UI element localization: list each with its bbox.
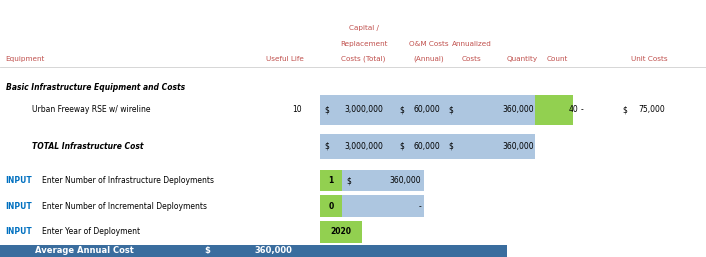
Text: 360,000: 360,000 (503, 142, 534, 151)
Text: 0: 0 (328, 202, 334, 211)
Text: Costs: Costs (462, 56, 481, 62)
Text: 60,000: 60,000 (413, 142, 440, 151)
Text: 360,000: 360,000 (254, 246, 292, 255)
FancyBboxPatch shape (320, 221, 362, 243)
Text: $: $ (448, 142, 453, 151)
Text: INPUT: INPUT (6, 227, 32, 236)
Text: Enter Number of Infrastructure Deployments: Enter Number of Infrastructure Deploymen… (42, 176, 215, 185)
Text: Basic Infrastructure Equipment and Costs: Basic Infrastructure Equipment and Costs (6, 83, 185, 92)
Text: 1: 1 (328, 176, 334, 185)
FancyBboxPatch shape (535, 95, 573, 125)
Text: 360,000: 360,000 (503, 105, 534, 114)
Text: Enter Number of Incremental Deployments: Enter Number of Incremental Deployments (42, 202, 208, 211)
Text: 2020: 2020 (330, 227, 352, 236)
Text: (Annual): (Annual) (413, 56, 444, 62)
Text: Enter Year of Deployment: Enter Year of Deployment (42, 227, 140, 236)
FancyBboxPatch shape (320, 195, 342, 217)
Text: $: $ (623, 105, 628, 114)
Text: INPUT: INPUT (6, 202, 32, 211)
Text: Quantity: Quantity (507, 56, 538, 62)
Text: Costs (Total): Costs (Total) (342, 56, 385, 62)
Text: 60,000: 60,000 (413, 105, 440, 114)
Text: $: $ (325, 142, 330, 151)
Text: Capital /: Capital / (349, 25, 378, 31)
Text: Average Annual Cost: Average Annual Cost (35, 246, 134, 255)
FancyBboxPatch shape (320, 170, 342, 191)
Text: Count: Count (547, 56, 568, 62)
Text: INPUT: INPUT (6, 176, 32, 185)
Text: Urban Freeway RSE w/ wireline: Urban Freeway RSE w/ wireline (32, 105, 150, 114)
Text: 3,000,000: 3,000,000 (345, 142, 383, 151)
Text: $: $ (399, 105, 404, 114)
Text: $: $ (205, 246, 210, 255)
Text: 40: 40 (568, 105, 578, 114)
Text: $: $ (325, 105, 330, 114)
Text: Annualized: Annualized (452, 41, 491, 47)
Text: 75,000: 75,000 (638, 105, 665, 114)
Text: -: - (581, 105, 584, 114)
Text: -: - (419, 202, 421, 211)
Text: 10: 10 (292, 105, 301, 114)
Text: TOTAL Infrastructure Cost: TOTAL Infrastructure Cost (32, 142, 143, 151)
FancyBboxPatch shape (342, 195, 424, 217)
Text: Equipment: Equipment (6, 56, 45, 62)
Text: 3,000,000: 3,000,000 (345, 105, 383, 114)
Text: $: $ (346, 176, 351, 185)
Text: $: $ (399, 142, 404, 151)
Text: Useful Life: Useful Life (265, 56, 304, 62)
Text: $: $ (448, 105, 453, 114)
FancyBboxPatch shape (0, 245, 507, 257)
Text: O&M Costs: O&M Costs (409, 41, 448, 47)
Text: Replacement: Replacement (340, 41, 388, 47)
Text: 360,000: 360,000 (390, 176, 421, 185)
Text: Unit Costs: Unit Costs (631, 56, 668, 62)
FancyBboxPatch shape (342, 170, 424, 191)
FancyBboxPatch shape (320, 95, 535, 125)
FancyBboxPatch shape (320, 134, 535, 159)
